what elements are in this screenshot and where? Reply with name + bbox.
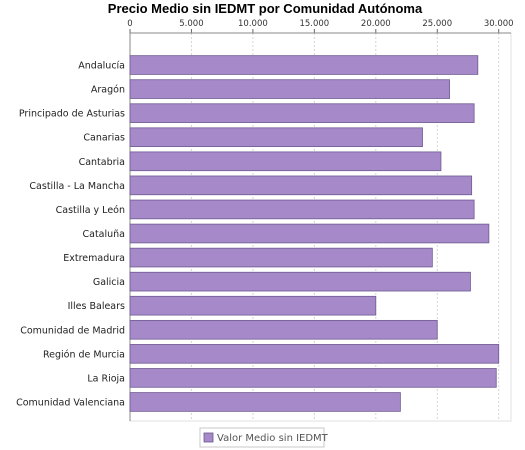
category-label: Región de Murcia [43,349,125,360]
bar[interactable] [129,271,471,292]
bar[interactable] [129,223,490,244]
bar[interactable] [129,247,433,268]
category-label: Galicia [93,277,125,288]
bar[interactable] [129,79,450,99]
category-label: Comunidad de Madrid [20,325,125,336]
bar[interactable] [129,127,423,148]
category-label: Andalucía [78,61,125,72]
x-tick-label: 15.000 [299,19,329,29]
legend[interactable]: Valor Medio sin IEDMT [199,427,329,448]
category-label: Aragón [91,85,125,96]
category-label: Extremadura [63,253,125,264]
category-label: Principado de Asturias [19,109,125,120]
bar[interactable] [129,295,377,316]
bar[interactable] [129,199,475,220]
category-label: Castilla - La Mancha [29,181,125,192]
category-label: Comunidad Valenciana [16,397,125,408]
category-label: Illes Balears [68,301,125,312]
legend-swatch [203,432,214,443]
legend-box [199,427,325,448]
bar[interactable] [129,151,442,172]
bar[interactable] [129,392,401,412]
chart-title: Precio Medio sin IEDMT por Comunidad Aut… [108,1,423,16]
category-label: Canarias [83,133,125,144]
bars [129,55,500,412]
bar[interactable] [129,344,500,364]
x-tick-label: 25.000 [422,19,452,29]
category-labels: Andalucía Aragón Principado de Asturias Can… [16,61,125,409]
x-tick-label: 5.000 [179,19,203,29]
x-tick-label: 30.000 [484,19,514,29]
legend-label: Valor Medio sin IEDMT [217,433,329,444]
bar[interactable] [129,103,475,123]
category-label: Castilla y León [56,205,125,216]
x-tick-label: 20.000 [361,19,391,29]
x-tick-label: 10.000 [238,19,268,29]
bar[interactable] [129,319,438,340]
x-tick-label: 0 [127,19,132,29]
category-label: Cataluña [82,229,125,240]
category-label: Cantabria [79,157,125,168]
bar[interactable] [129,55,479,75]
bar[interactable] [129,368,497,388]
category-label: La Rioja [87,373,125,384]
bar[interactable] [129,175,473,196]
